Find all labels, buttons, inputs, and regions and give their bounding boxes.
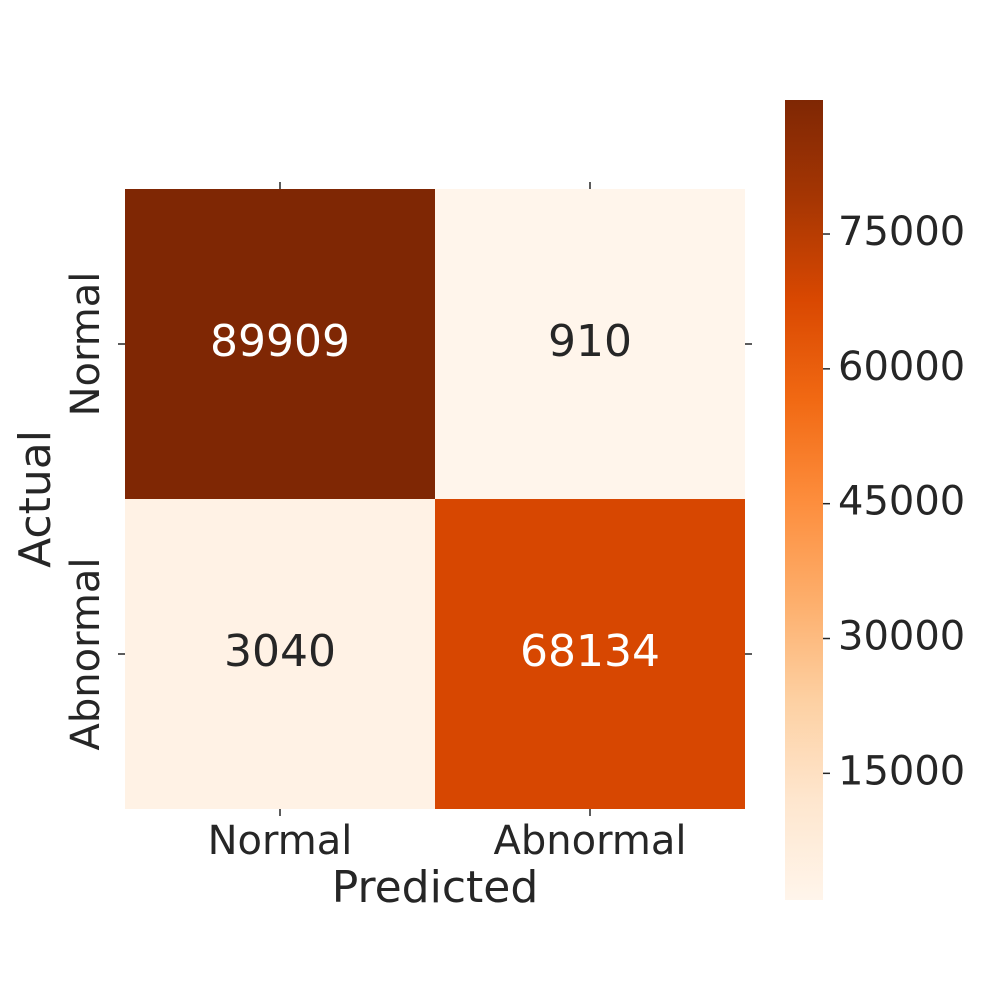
cell-label: 910: [548, 316, 632, 367]
heatmap-cell: [125, 499, 435, 809]
colorbar: [785, 100, 823, 900]
heatmap-cell: [435, 189, 745, 499]
y-tick-label: Abnormal: [63, 558, 109, 751]
cell-label: 89909: [210, 316, 350, 367]
cell-label: 68134: [520, 626, 660, 677]
colorbar-tick-label: 15000: [838, 748, 965, 794]
colorbar-tick-label: 75000: [838, 209, 965, 255]
x-tick-label: Normal: [208, 818, 353, 864]
heatmap-cell: [435, 499, 745, 809]
colorbar-tick-label: 45000: [838, 479, 965, 525]
cell-label: 3040: [224, 626, 336, 677]
heatmap-cell: [125, 189, 435, 499]
x-tick-label: Abnormal: [494, 818, 687, 864]
y-axis-title: Actual: [10, 430, 61, 568]
y-tick-label: Normal: [63, 272, 109, 417]
colorbar-tick-label: 30000: [838, 614, 965, 660]
x-axis-title: Predicted: [332, 862, 539, 913]
colorbar-tick-label: 60000: [838, 344, 965, 390]
